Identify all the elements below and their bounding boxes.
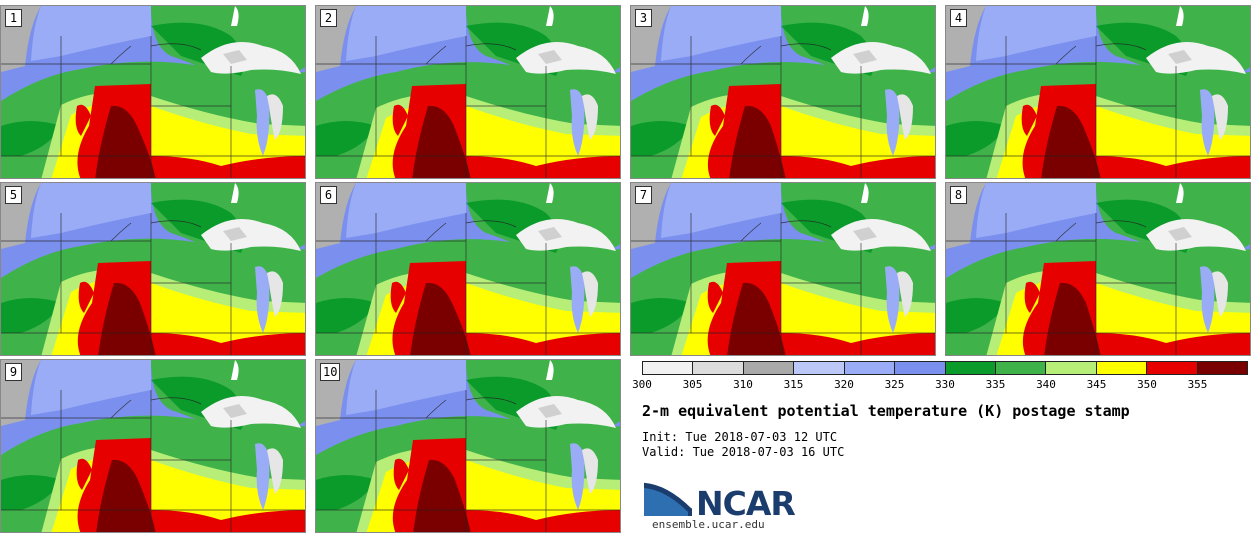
colorbar-tick-label: 300: [632, 378, 652, 391]
postage-stamp-panel: 2: [315, 5, 621, 179]
panel-number: 8: [950, 186, 967, 204]
colorbar-tick-label: 325: [884, 378, 905, 391]
colorbar-segment: [1046, 362, 1097, 374]
colorbar-tick-label: 320: [834, 378, 854, 391]
ncar-swoosh-icon: [643, 481, 693, 516]
colorbar-segment: [794, 362, 845, 374]
panel-map: [316, 6, 620, 178]
colorbar-tick-label: 345: [1086, 378, 1107, 391]
ncar-logo: NCAR ensemble.ucar.edu: [642, 476, 802, 532]
init-time: Init: Tue 2018-07-03 12 UTC: [642, 430, 838, 444]
page-title: 2-m equivalent potential temperature (K)…: [642, 402, 1130, 420]
logo-wordmark: NCAR: [696, 484, 796, 523]
colorbar: 300 305 310 315 320 325 330 335 340 345 350 355: [632, 361, 1248, 395]
postage-stamp-panel: 7: [630, 182, 936, 356]
colorbar-bar: [642, 361, 1248, 375]
colorbar-segment: [995, 362, 1047, 374]
panel-map: [1, 360, 305, 532]
colorbar-tick-label: 350: [1137, 378, 1157, 391]
panel-map: [316, 360, 620, 532]
colorbar-segment: [643, 362, 694, 374]
valid-time: Valid: Tue 2018-07-03 16 UTC: [642, 445, 845, 459]
colorbar-segment: [1096, 362, 1148, 374]
panel-number: 1: [5, 9, 22, 27]
panel-map: [1, 6, 305, 178]
colorbar-tick-label: 305: [682, 378, 703, 391]
panel-map: [1, 183, 305, 355]
colorbar-segment: [743, 362, 795, 374]
panel-number: 3: [635, 9, 652, 27]
colorbar-tick-label: 330: [935, 378, 955, 391]
panel-number: 10: [320, 363, 341, 381]
postage-stamp-panel: 6: [315, 182, 621, 356]
panel-map: [316, 183, 620, 355]
postage-stamp-panel: 1: [0, 5, 306, 179]
colorbar-segment: [1147, 362, 1198, 374]
logo-url: ensemble.ucar.edu: [652, 518, 765, 531]
panel-number: 7: [635, 186, 652, 204]
panel-number: 6: [320, 186, 337, 204]
colorbar-segment: [895, 362, 946, 374]
colorbar-tick-label: 310: [733, 378, 753, 391]
colorbar-segment: [844, 362, 896, 374]
postage-stamp-panel: 5: [0, 182, 306, 356]
panel-number: 5: [5, 186, 22, 204]
colorbar-tick-label: 355: [1187, 378, 1208, 391]
panel-number: 2: [320, 9, 337, 27]
panel-map: [946, 183, 1250, 355]
colorbar-tick-label: 315: [783, 378, 804, 391]
colorbar-segment: [945, 362, 996, 374]
postage-stamp-panel: 9: [0, 359, 306, 533]
colorbar-segment: [693, 362, 744, 374]
panel-map: [631, 6, 935, 178]
panel-map: [946, 6, 1250, 178]
panel-number: 9: [5, 363, 22, 381]
colorbar-tick-label: 335: [985, 378, 1006, 391]
colorbar-segment: [1197, 362, 1248, 374]
panel-map: [631, 183, 935, 355]
postage-stamp-panel: 10: [315, 359, 621, 533]
postage-stamp-panel: 3: [630, 5, 936, 179]
colorbar-tick-label: 340: [1036, 378, 1056, 391]
postage-stamp-panel: 8: [945, 182, 1251, 356]
postage-stamp-panel: 4: [945, 5, 1251, 179]
panel-number: 4: [950, 9, 967, 27]
